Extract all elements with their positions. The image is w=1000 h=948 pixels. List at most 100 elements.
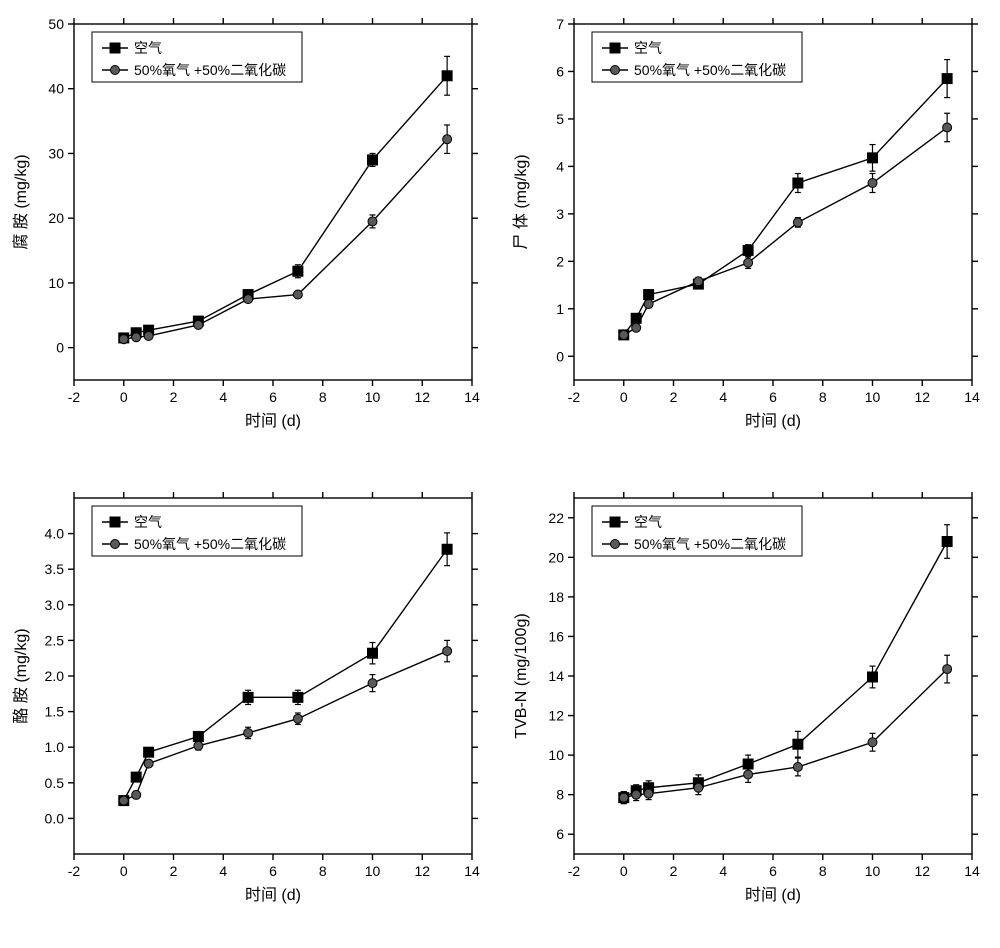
svg-text:10: 10 — [548, 747, 564, 763]
data-point — [368, 155, 378, 165]
svg-text:18: 18 — [548, 589, 564, 605]
svg-text:0.0: 0.0 — [45, 810, 65, 826]
panel-1: -20246810121401234567时间 (d)尸 体 (mg/kg)空气… — [500, 0, 1000, 474]
data-point — [793, 218, 802, 227]
svg-text:0: 0 — [556, 348, 564, 364]
svg-text:0: 0 — [620, 389, 628, 405]
svg-text:2.5: 2.5 — [45, 632, 65, 648]
svg-text:4: 4 — [719, 863, 727, 879]
y-axis-title: 腐 胺 (mg/kg) — [12, 154, 30, 249]
data-point — [144, 331, 153, 340]
data-point — [743, 245, 753, 255]
legend-label-0: 空气 — [134, 514, 162, 530]
data-point — [793, 739, 803, 749]
data-point — [293, 714, 302, 723]
svg-text:3.0: 3.0 — [45, 597, 65, 613]
x-axis-title: 时间 (d) — [245, 886, 301, 904]
data-point — [942, 74, 952, 84]
data-point — [868, 738, 877, 747]
data-point — [744, 258, 753, 267]
legend-label-0: 空气 — [134, 40, 162, 56]
data-point — [793, 178, 803, 188]
svg-text:-2: -2 — [68, 863, 81, 879]
panel-0: -20246810121401020304050时间 (d)腐 胺 (mg/kg… — [0, 0, 500, 474]
svg-text:4: 4 — [219, 863, 227, 879]
data-point — [442, 544, 452, 554]
svg-text:4: 4 — [219, 389, 227, 405]
panel-3-svg: -2024681012146810121416182022时间 (d)TVB-N… — [500, 474, 1000, 948]
legend-label-0: 空气 — [634, 514, 662, 530]
panel-1-svg: -20246810121401234567时间 (d)尸 体 (mg/kg)空气… — [500, 0, 1000, 474]
svg-text:10: 10 — [865, 863, 881, 879]
data-point — [244, 728, 253, 737]
chart-grid: -20246810121401020304050时间 (d)腐 胺 (mg/kg… — [0, 0, 1000, 948]
legend-label-1: 50%氧气 +50%二氧化碳 — [634, 62, 786, 78]
legend-label-1: 50%氧气 +50%二氧化碳 — [134, 536, 286, 552]
data-point — [243, 692, 253, 702]
svg-text:6: 6 — [556, 63, 564, 79]
svg-text:0.5: 0.5 — [45, 775, 65, 791]
data-point — [868, 153, 878, 163]
svg-text:10: 10 — [48, 275, 64, 291]
data-point — [368, 648, 378, 658]
svg-text:2: 2 — [670, 863, 678, 879]
svg-text:2: 2 — [170, 389, 178, 405]
data-point — [943, 123, 952, 132]
data-point — [293, 692, 303, 702]
svg-text:14: 14 — [464, 863, 480, 879]
svg-text:20: 20 — [48, 210, 64, 226]
data-point — [793, 762, 802, 771]
data-point — [942, 537, 952, 547]
svg-text:8: 8 — [319, 863, 327, 879]
svg-text:8: 8 — [819, 389, 827, 405]
data-point — [619, 793, 628, 802]
svg-text:1: 1 — [556, 301, 564, 317]
data-point — [144, 747, 154, 757]
svg-text:8: 8 — [556, 787, 564, 803]
svg-text:10: 10 — [365, 863, 381, 879]
svg-text:2.0: 2.0 — [45, 668, 65, 684]
svg-text:20: 20 — [548, 549, 564, 565]
y-axis-title: 尸 体 (mg/kg) — [512, 154, 530, 249]
legend-label-1: 50%氧气 +50%二氧化碳 — [634, 536, 786, 552]
y-axis-title: 酪 胺 (mg/kg) — [12, 628, 30, 723]
panel-3: -2024681012146810121416182022时间 (d)TVB-N… — [500, 474, 1000, 948]
svg-text:10: 10 — [865, 389, 881, 405]
data-point — [244, 295, 253, 304]
panel-0-svg: -20246810121401020304050时间 (d)腐 胺 (mg/kg… — [0, 0, 500, 474]
svg-text:2: 2 — [670, 389, 678, 405]
svg-text:2: 2 — [170, 863, 178, 879]
data-point — [132, 333, 141, 342]
svg-text:6: 6 — [269, 389, 277, 405]
svg-text:8: 8 — [319, 389, 327, 405]
svg-text:7: 7 — [556, 16, 564, 32]
legend-label-1: 50%氧气 +50%二氧化碳 — [134, 62, 286, 78]
data-point — [943, 665, 952, 674]
svg-text:14: 14 — [964, 863, 980, 879]
svg-text:1.0: 1.0 — [45, 739, 65, 755]
svg-text:6: 6 — [769, 863, 777, 879]
data-point — [443, 135, 452, 144]
y-axis-title: TVB-N (mg/100g) — [513, 613, 530, 738]
data-point — [694, 783, 703, 792]
data-point — [619, 330, 628, 339]
data-point — [632, 323, 641, 332]
svg-text:14: 14 — [964, 389, 980, 405]
svg-text:4: 4 — [556, 158, 564, 174]
svg-text:12: 12 — [414, 863, 430, 879]
svg-text:2: 2 — [556, 253, 564, 269]
svg-text:-2: -2 — [568, 863, 581, 879]
data-point — [868, 672, 878, 682]
svg-text:4: 4 — [719, 389, 727, 405]
svg-text:6: 6 — [269, 863, 277, 879]
data-point — [131, 772, 141, 782]
data-point — [194, 320, 203, 329]
data-point — [193, 732, 203, 742]
data-point — [119, 335, 128, 344]
data-point — [368, 679, 377, 688]
svg-text:0: 0 — [120, 863, 128, 879]
svg-text:1.5: 1.5 — [45, 704, 65, 720]
svg-text:12: 12 — [548, 708, 564, 724]
svg-text:8: 8 — [819, 863, 827, 879]
x-axis-title: 时间 (d) — [745, 412, 801, 430]
